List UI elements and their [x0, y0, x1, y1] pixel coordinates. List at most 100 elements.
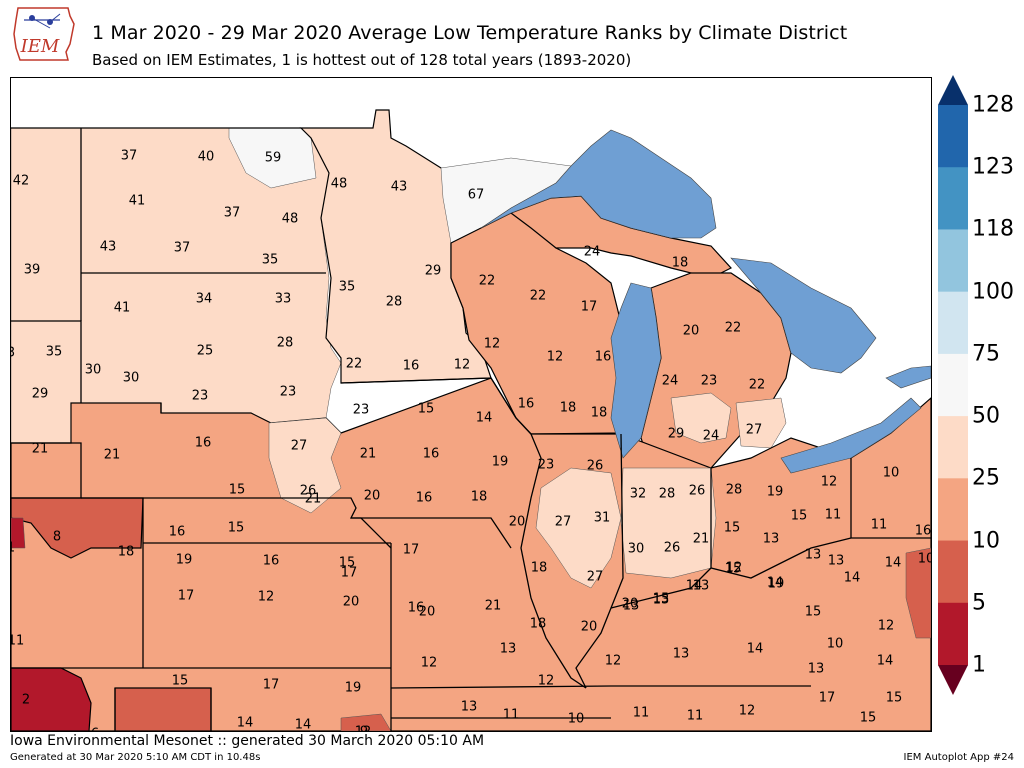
colorbar-tick-label: 128: [972, 92, 1014, 118]
district-rank-label: 1: [11, 541, 15, 556]
district-rank-label: 15: [791, 509, 808, 524]
district-rank-label: 12: [538, 674, 555, 689]
district-rank-label: 13: [763, 532, 780, 547]
district-rank-label: 13: [693, 579, 710, 594]
district-rank-label: 10: [827, 637, 844, 652]
district-rank-label: 12: [421, 656, 438, 671]
district-rank-label: 13: [653, 593, 670, 608]
district-rank-label: 13: [828, 554, 845, 569]
district-rank-label: 18: [672, 256, 689, 271]
colorbar-tick-label: 10: [972, 528, 1000, 554]
district-rank-label: 11: [871, 518, 888, 533]
colorbar-segment: [938, 229, 968, 293]
district-rank-label: 15: [860, 711, 877, 726]
district-rank-label: 18: [591, 406, 608, 421]
district-rank-label: 26: [664, 541, 681, 556]
district-rank-label: 20: [364, 489, 381, 504]
district-rank-label: 35: [339, 280, 356, 295]
district-rank-label: 12: [484, 337, 501, 352]
district-rank-label: 15: [229, 483, 246, 498]
district-rank-label: 13: [500, 642, 517, 657]
district-rank-label: 12: [454, 358, 471, 373]
lake-huron: [730, 257, 877, 374]
district-rank-label: 23: [353, 403, 370, 418]
district-rank-label: 16: [595, 350, 612, 365]
district-rank-label: 15: [724, 521, 741, 536]
district-rank-label: 21: [693, 532, 710, 547]
colorbar-segment: [938, 105, 968, 168]
district-rank-label: 22: [530, 289, 547, 304]
district-rank-label: 11: [503, 708, 520, 723]
district-rank-label: 28: [277, 336, 294, 351]
district-rank-label: 13: [805, 548, 822, 563]
page-title: 1 Mar 2020 - 29 Mar 2020 Average Low Tem…: [92, 22, 848, 44]
district-rank-label: 48: [331, 177, 348, 192]
district-rank-label: 37: [174, 241, 191, 256]
colorbar-tick-label: 75: [972, 341, 1000, 367]
district-rank-label: 16: [518, 397, 535, 412]
page-subtitle: Based on IEM Estimates, 1 is hottest out…: [92, 51, 632, 69]
district-rank-label: 21: [32, 442, 49, 457]
district-rank-label: 30: [123, 371, 140, 386]
district-rank-label: 30: [628, 542, 645, 557]
district-rank-label: 19: [176, 553, 193, 568]
district-rank-label: 29: [32, 387, 49, 402]
colorbar-tick-label: 5: [972, 590, 986, 616]
district-rank-label: 12: [547, 350, 564, 365]
district-rank-label: 12: [878, 619, 895, 634]
district-rank-label: 13: [461, 700, 478, 715]
district-rank-label: 41: [114, 301, 131, 316]
district-rank-label: 19: [345, 681, 362, 696]
iem-logo: IEM: [10, 4, 78, 64]
district-rank-label: 15: [886, 691, 903, 706]
district-rank-label: 42: [13, 174, 30, 189]
district-rank-label: 17: [263, 678, 280, 693]
district-rank-label: 13: [673, 647, 690, 662]
colorbar-segment: [938, 602, 968, 666]
district-rank-label: 12: [726, 561, 743, 576]
district-rank-label: 12: [258, 590, 275, 605]
district-rank-label: 29: [425, 264, 442, 279]
district-rank-label: 17: [581, 300, 598, 315]
district-rank-label: 22: [749, 378, 766, 393]
district-rank-label: 27: [291, 439, 308, 454]
district-rank-label: 43: [100, 240, 117, 255]
district-rank-label: 12: [355, 725, 372, 732]
district-rank-label: 16: [915, 524, 931, 539]
district-rank-label: 33: [275, 292, 292, 307]
district-rank-label: 11: [633, 706, 650, 721]
district-rank-label: 24: [584, 245, 601, 260]
district-rank-label: 18: [560, 401, 577, 416]
district-rank-label: 11: [825, 508, 842, 523]
district-rank-label: 2: [22, 693, 30, 708]
district-rank-label: 14: [476, 411, 493, 426]
colorbar-segment: [938, 416, 968, 479]
district-rank-label: 41: [129, 194, 146, 209]
district-rank-label: 17: [178, 589, 195, 604]
colorbar-tick-label: 50: [972, 403, 1000, 429]
district-rank-label: 14: [844, 571, 861, 586]
district-rank-label: 18: [118, 545, 135, 560]
district-rank-label: 39: [24, 263, 41, 278]
district-rank-label: 13: [808, 662, 825, 677]
lake-superior: [480, 129, 717, 239]
district-rank-label: 11: [687, 709, 704, 724]
colorbar-tick-label: 123: [972, 154, 1014, 180]
district-rank-label: 20: [683, 324, 700, 339]
district-rank-label: 16: [195, 436, 212, 451]
district-rank-label: 10: [918, 552, 931, 567]
district-rank-label: 22: [479, 274, 496, 289]
district-rank-label: 23: [538, 458, 555, 473]
district-rank-label: 14: [747, 642, 764, 657]
district-rank-label: 12: [739, 704, 756, 719]
district-rank-label: 26: [689, 484, 706, 499]
district-rank-label: 21: [360, 447, 377, 462]
district-rank-label: 6: [91, 727, 99, 732]
district-rank-label: 32: [630, 487, 647, 502]
district-rank-label: 48: [282, 212, 299, 227]
district-rank-label: 18: [530, 617, 547, 632]
colorbar-segment: [938, 167, 968, 230]
district-rank-label: 14: [767, 576, 784, 591]
district-rank-label: 21: [305, 492, 322, 507]
